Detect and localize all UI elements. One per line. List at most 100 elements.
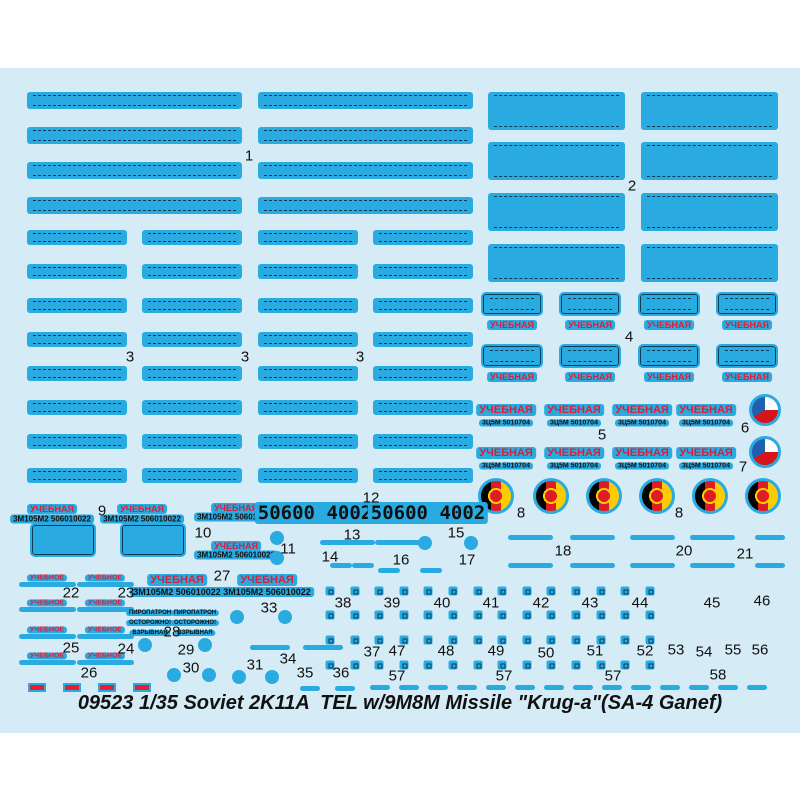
decal-3-strip [142,366,242,381]
decal-uchebnoe-label: УЧЕБНОЕ [26,574,68,582]
decal-4-plate [638,292,700,316]
decal-small-square [596,610,606,620]
decal-number-label: 57 [388,667,406,685]
decal-small-square [350,586,360,596]
decal-number-label: 7 [738,458,748,476]
decal-9-code: 3М105М2 506010022 [100,514,184,524]
decal-5-label: УЧЕБНАЯ [612,447,672,459]
small-round-decal [138,638,152,652]
decal-small-strip [630,535,675,540]
decal-small-strip [330,563,352,568]
decal-small-strip [755,535,785,540]
decal-4-plate [716,344,778,368]
decal-small-square [423,586,433,596]
decal-small-square [374,610,384,620]
decal-small-strip [570,535,615,540]
decal-small-square [350,635,360,645]
decal-57-58-strip [631,685,651,690]
small-round-decal [265,670,279,684]
decal-number-label: 43 [581,594,599,612]
decal-small-square [325,635,335,645]
decal-small-square [522,610,532,620]
decal-number-label: 54 [695,643,713,661]
decal-1-strip [258,197,473,214]
decal-small-strip [420,568,442,573]
decal-4-label: УЧЕБНАЯ [565,372,615,382]
decal-small-strip [508,535,553,540]
decal-number-label: 4 [624,328,634,346]
decal-small-square [620,635,630,645]
decal-small-square [448,635,458,645]
decal-uchebnoe-label: УЧЕБНОЕ [84,599,126,607]
decal-number-label: 3 [240,348,250,366]
decal-number-label: 12 [362,489,380,507]
decal-3-strip [258,434,358,449]
decal-number-label: 28 [163,623,181,641]
decal-28-line: ПИРОПАТРОН [170,610,220,616]
decal-small-strip [690,563,735,568]
small-round-decal [167,668,181,682]
decal-3-strip [142,400,242,415]
decal-small-square [325,586,335,596]
decal-uchebnoe-strip [19,660,76,665]
decal-small-square [596,660,606,670]
decal-number-label: 11 [280,540,296,558]
decal-3-strip [142,468,242,483]
decal-3-strip [373,400,473,415]
decal-small-square [473,635,483,645]
decal-57-58-strip [660,685,680,690]
decal-12-serial: 50600 4002 [367,502,489,524]
decal-uchebnoe-strip [19,607,76,612]
decal-4-label: УЧЕБНАЯ [565,320,615,330]
decal-57-58-strip [544,685,564,690]
decal-small-square [620,660,630,670]
decal-57-58-strip [515,685,535,690]
decal-small-square [546,586,556,596]
decal-small-square [571,586,581,596]
decal-small-square [473,610,483,620]
decal-3-strip [258,468,358,483]
decal-3-strip [142,434,242,449]
decal-57-58-strip [573,685,593,690]
decal-number-label: 46 [753,592,771,610]
decal-5-label: УЧЕБНАЯ [476,447,536,459]
decal-number-label: 55 [724,641,742,659]
decal-small-strip [300,686,320,691]
decal-number-label: 53 [667,641,685,659]
decal-3-strip [373,332,473,347]
decal-2-panel [641,244,778,282]
decal-5-code: 3Ц5М 5010704 [547,419,601,427]
decal-27-label: УЧЕБНАЯ [147,574,207,586]
decal-27-label: УЧЕБНАЯ [237,574,297,586]
decal-number-label: 50 [537,644,555,662]
decal-small-strip [303,645,343,650]
decal-small-square [497,635,507,645]
decal-number-label: 41 [482,594,500,612]
decal-small-square [596,635,606,645]
decal-small-square [571,635,581,645]
decal-uchebnoe-label: УЧЕБНОЕ [84,626,126,634]
decal-small-square [571,610,581,620]
decal-small-strip [690,535,735,540]
decal-4-label: УЧЕБНАЯ [644,320,694,330]
decal-small-square [448,586,458,596]
decal-small-square [423,635,433,645]
decal-5-label: УЧЕБНАЯ [544,447,604,459]
decal-number-label: 29 [177,641,195,659]
decal-5-code: 3Ц5М 5010704 [679,462,733,470]
decal-4-label: УЧЕБНАЯ [487,320,537,330]
decal-uchebnoe-strip [19,634,76,639]
decal-57-58-strip [428,685,448,690]
decal-number-label: 23 [117,584,135,602]
decal-uchebnoe-label: УЧЕБНОЕ [84,652,126,660]
decal-small-square [423,660,433,670]
decal-9-label: УЧЕБНАЯ [117,504,167,514]
decal-4-label: УЧЕБНАЯ [722,320,772,330]
gdr-roundel [745,478,781,514]
decal-uchebnoe-strip [77,582,134,587]
gdr-roundel [692,478,728,514]
decal-number-label: 20 [675,542,693,560]
decal-28-line: ВЗРЫВНАЯ [129,630,171,636]
decal-4-label: УЧЕБНАЯ [644,372,694,382]
decal-number-label: 18 [554,542,572,560]
